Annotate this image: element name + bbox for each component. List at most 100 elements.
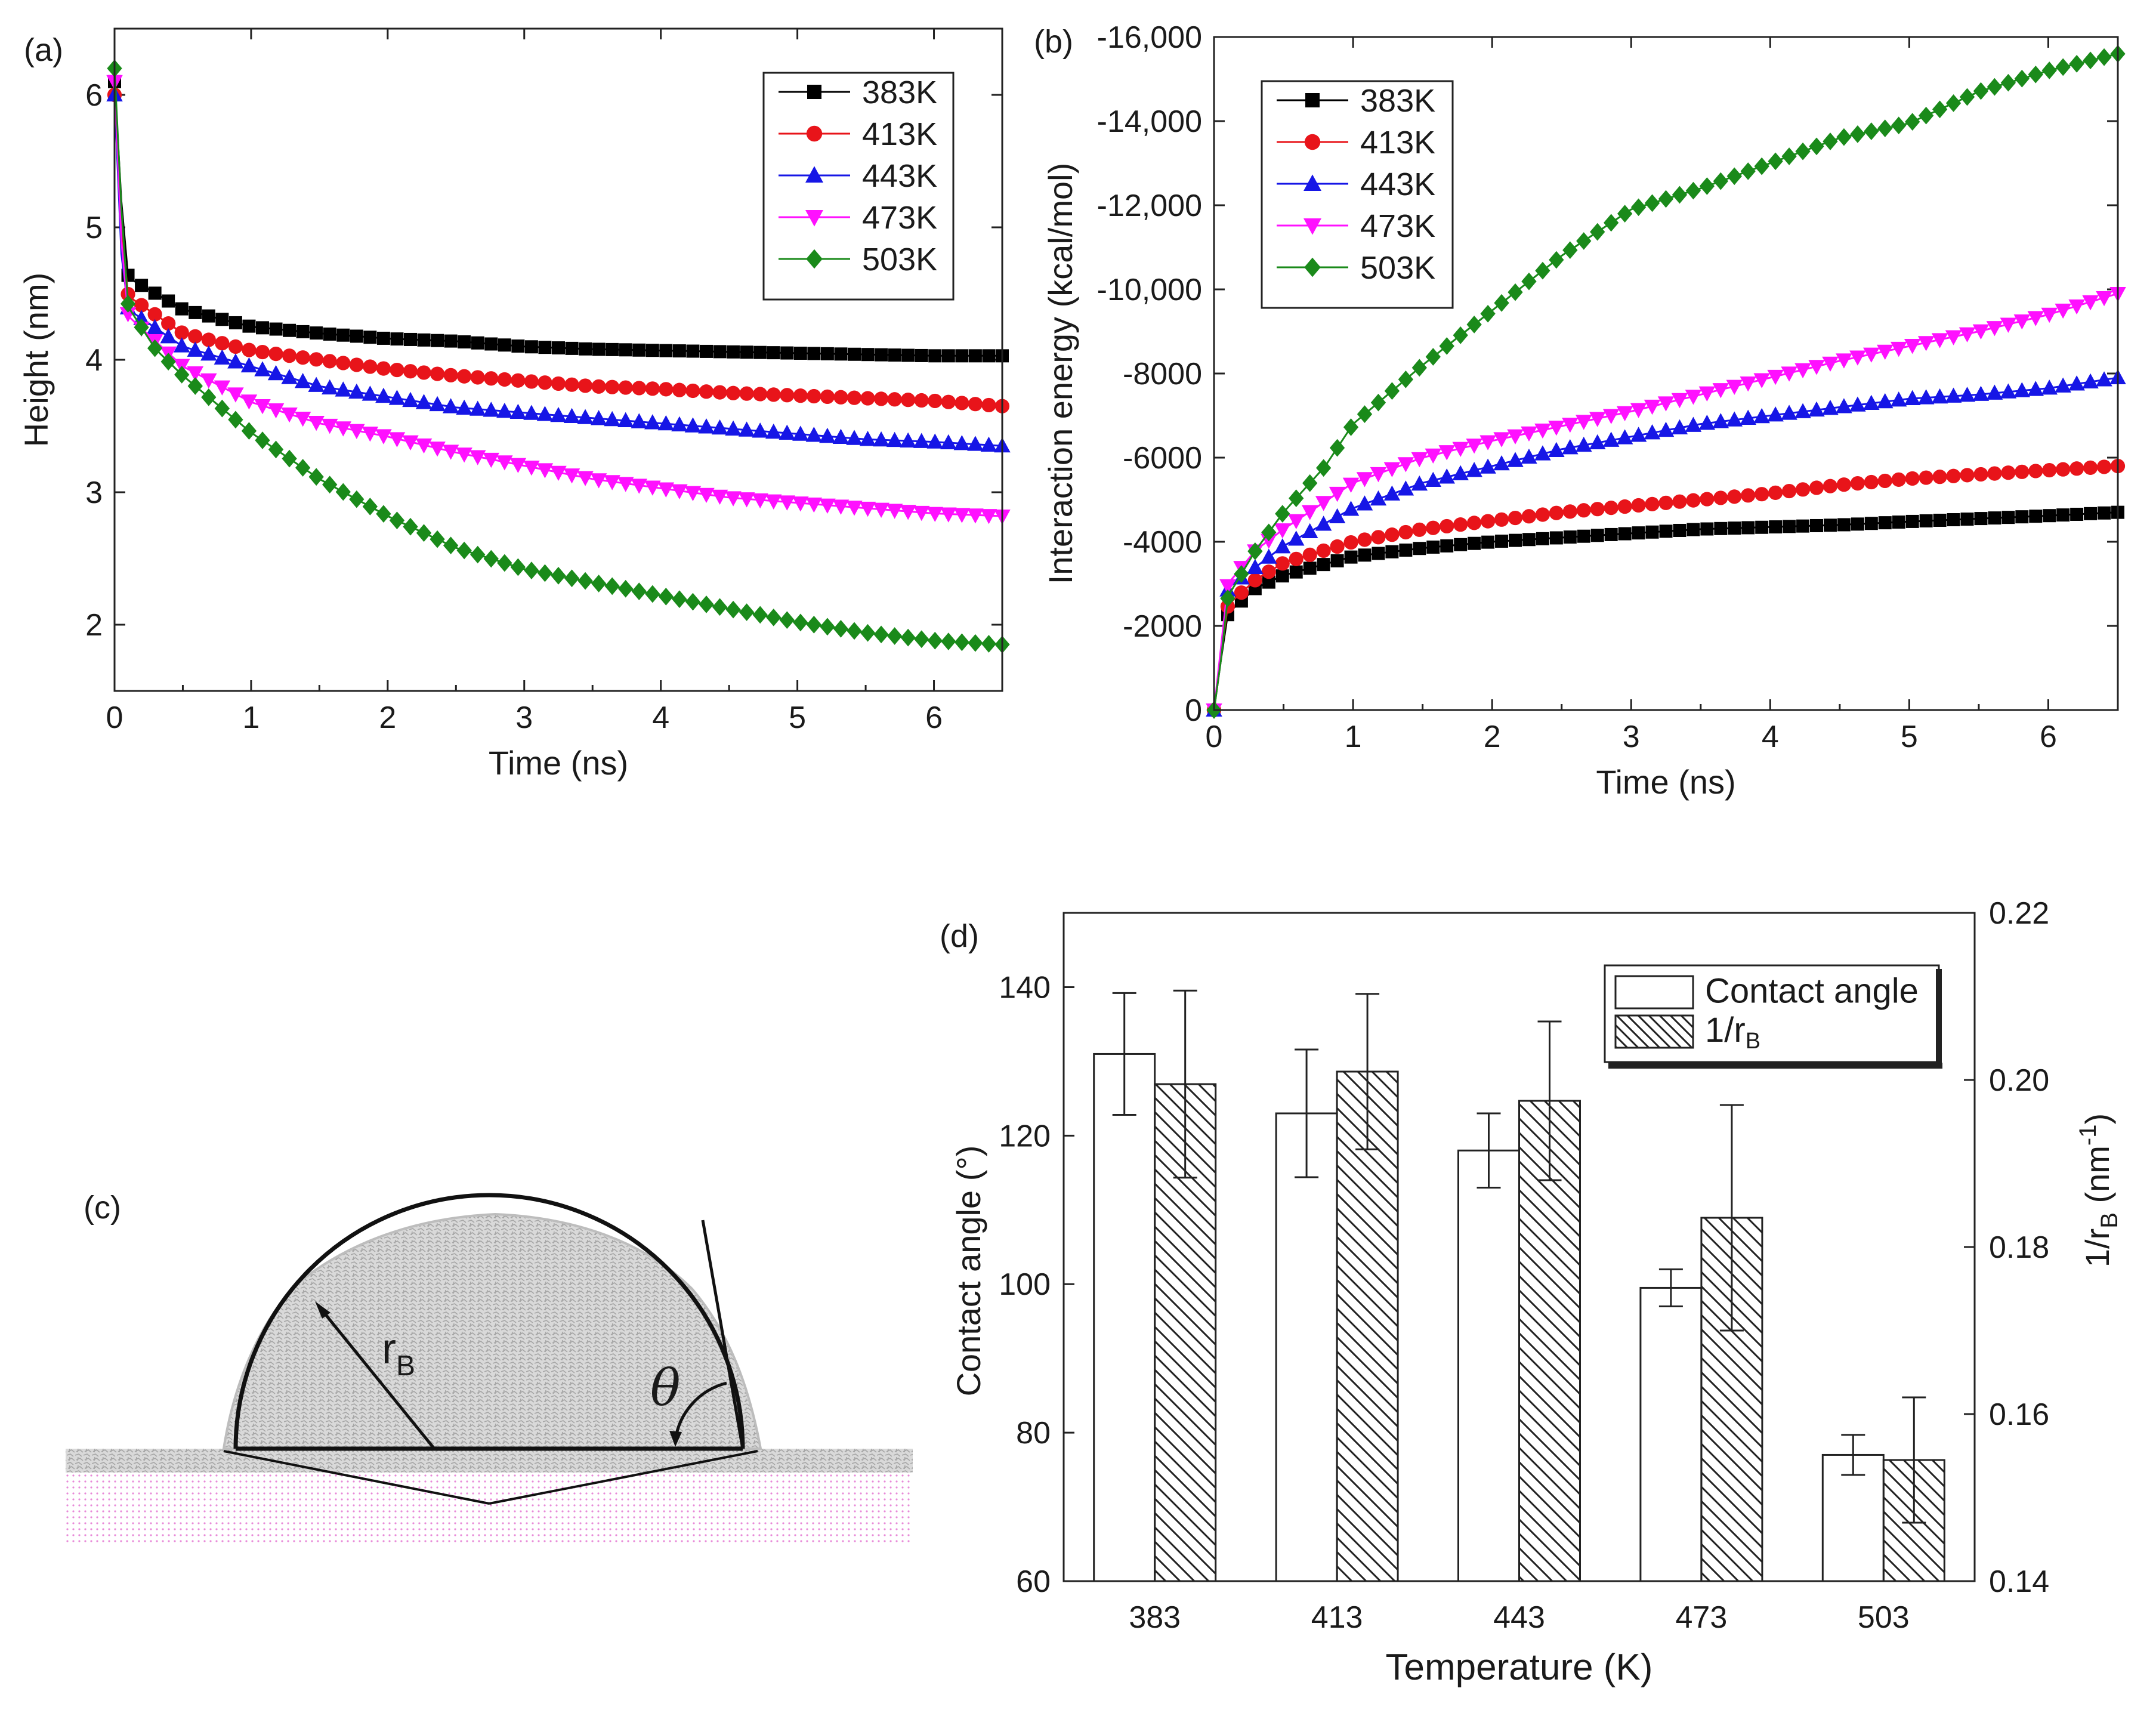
data-point-383K [740, 345, 753, 359]
data-point-383K [928, 349, 942, 363]
data-point-473K [1438, 445, 1455, 461]
data-point-443K [886, 431, 903, 447]
radius-arrowhead-icon [315, 1301, 330, 1319]
data-point-383K [875, 348, 888, 362]
data-point-413K [1672, 494, 1687, 509]
bar-contact-angle [1457, 1149, 1520, 1582]
data-point-413K [1275, 556, 1290, 571]
data-point-443K [1753, 408, 1770, 424]
data-point-413K [1426, 520, 1441, 535]
data-point-473K [1589, 412, 1606, 427]
data-point-413K [1631, 498, 1646, 513]
data-point-383K [1509, 533, 1522, 547]
data-point-473K [1576, 415, 1592, 430]
data-point-383K [1481, 535, 1495, 549]
data-point-503K [1959, 88, 1975, 106]
data-point-383K [1864, 517, 1878, 530]
data-point-443K [1411, 475, 1428, 491]
panel-b-series [1206, 45, 2126, 719]
data-point-473K [779, 495, 796, 511]
data-point-383K [915, 348, 928, 362]
data-point-503K [228, 410, 243, 429]
data-point-473K [940, 507, 957, 523]
data-point-473K [2055, 303, 2071, 319]
data-point-473K [752, 493, 768, 509]
data-point-473K [1931, 333, 1948, 348]
data-point-383K [1563, 530, 1577, 544]
data-point-413K [161, 316, 176, 331]
data-point-503K [416, 524, 432, 542]
data-point-413K [1987, 466, 2002, 481]
data-point-383K [1755, 520, 1769, 534]
data-point-503K [1466, 316, 1482, 334]
legend-label-413K: 413K [1360, 125, 1435, 161]
data-point-503K [1494, 294, 1509, 312]
data-point-383K [606, 342, 619, 356]
panel-d-bar-chart: (d) 60 80 100 120 140 0.14 0.16 0.18 0.20 0.22 383… [940, 896, 2123, 1688]
data-point-383K [458, 335, 471, 348]
error-bar-contact-angle [1477, 1112, 1501, 1189]
data-point-473K [1863, 347, 1880, 363]
data-point-443K [859, 431, 876, 446]
data-point-383K [1892, 516, 1905, 529]
data-point-503K [1343, 418, 1359, 436]
data-point-473K [604, 475, 620, 490]
data-point-383K [820, 347, 834, 360]
data-point-443K [1945, 387, 1962, 403]
data-point-443K [1342, 501, 1360, 516]
data-point-503K [120, 295, 136, 313]
data-point-473K [402, 435, 419, 450]
data-point-443K [348, 383, 365, 399]
data-point-383K [2001, 511, 2015, 524]
data-point-413K [981, 397, 996, 413]
x-tick-label: 1 [242, 700, 260, 735]
data-point-383K [888, 348, 901, 362]
data-point-503K [779, 611, 795, 629]
data-point-473K [563, 468, 580, 484]
data-point-443K [1589, 434, 1606, 450]
legend-label-443K: 443K [1360, 166, 1435, 202]
data-point-413K [295, 350, 310, 365]
data-point-413K [134, 298, 149, 313]
data-point-473K [388, 432, 406, 447]
data-point-443K [1849, 396, 1866, 412]
data-point-443K [2068, 375, 2085, 391]
x-tick-label: 5 [789, 700, 806, 735]
data-point-473K [1959, 327, 1976, 342]
error-bar-contact-angle [1112, 992, 1136, 1116]
data-point-473K [1630, 403, 1647, 418]
data-point-383K [565, 341, 579, 355]
data-point-383K [363, 331, 377, 344]
data-point-473K [469, 450, 486, 465]
data-point-473K [1657, 396, 1675, 412]
data-point-383K [350, 329, 363, 343]
data-point-413K [1809, 480, 1824, 495]
data-point-473K [1329, 486, 1346, 502]
data-point-443K [1370, 490, 1387, 506]
data-point-503K [2055, 58, 2071, 76]
data-point-383K [310, 326, 323, 340]
data-point-413K [2069, 461, 2084, 476]
data-point-503K [497, 554, 512, 572]
legend-label-503K: 503K [1360, 250, 1435, 286]
error-bar-contact-angle [1295, 1048, 1319, 1178]
data-point-383K [175, 302, 189, 316]
data-point-503K [483, 550, 499, 568]
data-point-503K [1658, 190, 1674, 208]
legend-box [1261, 80, 1454, 309]
data-point-413K [1343, 535, 1358, 550]
data-point-413K [376, 361, 391, 376]
data-point-473K [913, 505, 930, 521]
data-point-503K [1398, 370, 1414, 388]
data-point-413K [443, 368, 458, 382]
data-point-503K [591, 575, 607, 592]
y-tick-label: -16,000 [1097, 20, 1202, 55]
data-point-473K [671, 484, 688, 499]
data-point-383K [1426, 540, 1440, 554]
data-point-503K [1823, 132, 1838, 150]
data-point-443K [2055, 377, 2071, 393]
data-point-383K [1878, 516, 1892, 530]
data-point-443K [1794, 403, 1811, 418]
data-point-413K [1467, 516, 1482, 530]
x-tick-label: 2 [1484, 720, 1501, 754]
